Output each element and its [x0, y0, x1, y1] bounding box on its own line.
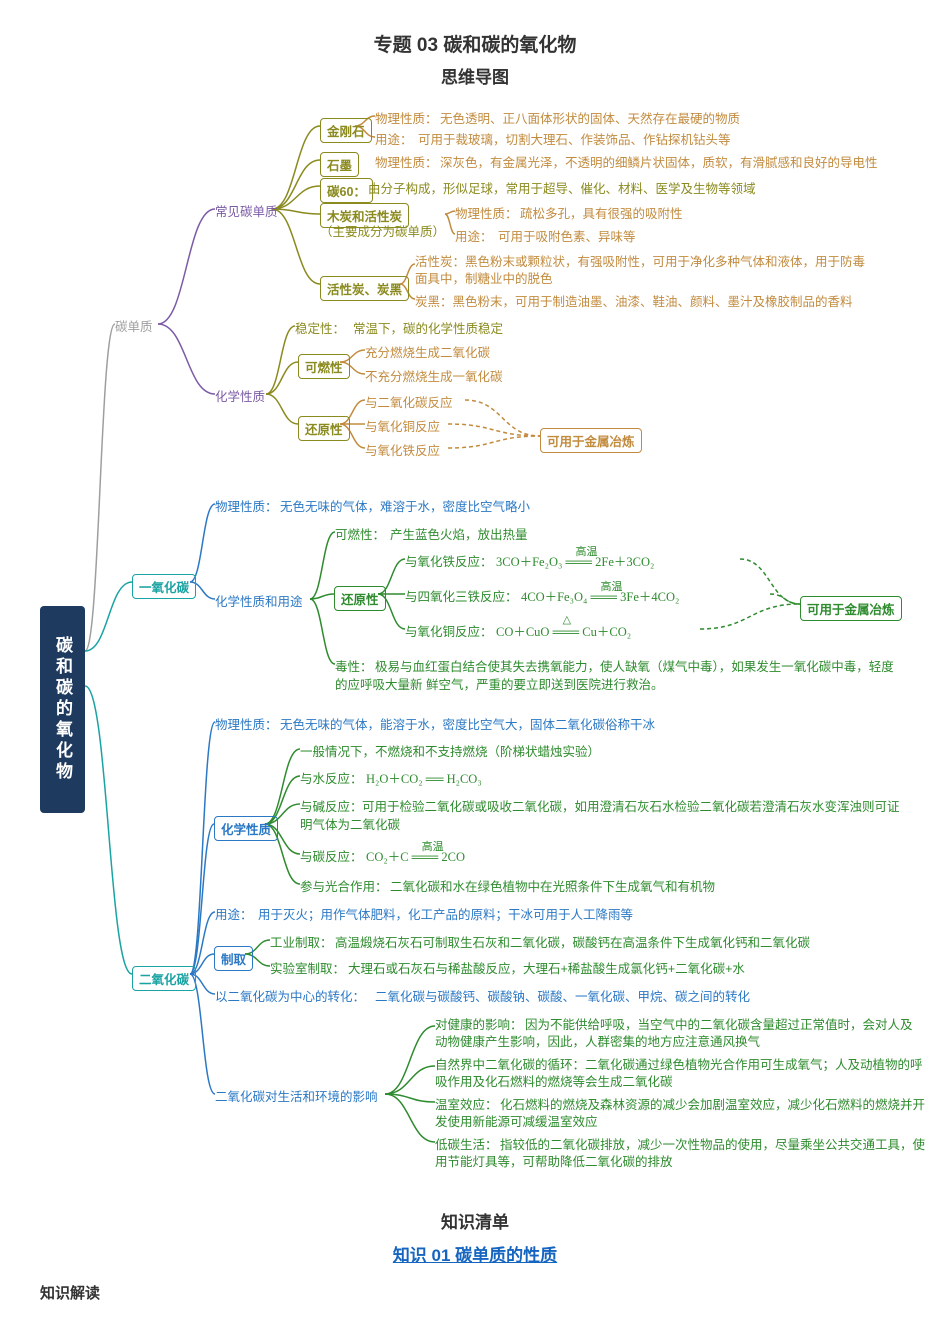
- node-eyt_h5: 参与光合作用：: [300, 876, 388, 895]
- node-hyx3: 与氧化铁反应: [365, 440, 440, 459]
- node-hxt_t3: 炭黑：黑色粉末，可用于制造油墨、油漆、鞋油、颜料、墨汁及橡胶制品的香料: [415, 291, 853, 310]
- node-yht_wl: 物理性质：: [215, 496, 278, 515]
- node-yht: 一氧化碳: [132, 574, 196, 599]
- node-c60: 碳60：: [320, 178, 373, 203]
- node-hyx2: 与氧化铜反应: [365, 416, 440, 435]
- node-eyt_zq: 制取: [214, 946, 253, 971]
- node-hxxz_c: 化学性质: [215, 386, 265, 405]
- node-hj4t2: 用节能灯具等，可帮助降低二氧化碳的排放: [435, 1151, 673, 1170]
- node-hj2t2: 吸作用及化石燃料的燃烧等会生成二氧化碳: [435, 1071, 673, 1090]
- node-jsyl_c: 可用于金属冶炼: [540, 428, 642, 453]
- node-jgs: 金刚石: [320, 118, 372, 143]
- node-eyt_hj: 二氧化碳对生活和环境的影响: [215, 1086, 378, 1105]
- page-subtitle: 思维导图: [40, 63, 910, 88]
- node-krx1: 充分燃烧生成二氧化碳: [365, 342, 490, 361]
- node-mt_u: 用途：: [455, 226, 493, 245]
- node-eyt_yt: 用途：: [215, 904, 253, 923]
- node-hj3t2: 发使用新能源可减缓温室效应: [435, 1111, 598, 1130]
- mindmap-container: 碳和碳的氧化物 碳单质常见碳单质金刚石物理性质：无色透明、正八面体形状的固体、天…: [40, 96, 910, 1196]
- node-wdx_t: 常温下，碳的化学性质稳定: [353, 318, 503, 337]
- node-cjtdz: 常见碳单质: [215, 201, 278, 220]
- node-jgs_ut: 可用于裁玻璃，切割大理石、作装饰品、作钻探机钻头等: [418, 129, 731, 148]
- footer-heading-3: 知识解读: [40, 1282, 910, 1303]
- node-eyt_z1t: 高温煅烧石灰石可制取生石灰和二氧化碳，碳酸钙在高温条件下生成氧化钙和二氧化碳: [335, 932, 810, 951]
- node-eyt_z2: 实验室制取：: [270, 958, 345, 977]
- node-yht_krt: 产生蓝色火焰，放出热量: [390, 524, 528, 543]
- node-eyt_h3t2: 明气体为二氧化碳: [300, 814, 400, 833]
- node-hj1t2: 动物健康产生影响，因此，人群密集的地方应注意通风换气: [435, 1031, 760, 1050]
- node-eyt_h3: 与碱反应：: [300, 796, 363, 815]
- node-mt_pt: 疏松多孔，具有很强的吸附性: [520, 203, 683, 222]
- node-wdx: 稳定性：: [295, 318, 345, 337]
- node-eyt_h3t: 可用于检验二氧化碳或吸收二氧化碳，如用澄清石灰石水检验二氧化碳若澄清石灰水变浑浊…: [362, 796, 900, 815]
- node-eyt_h1: 一般情况下，不燃烧和不支持燃烧（阶梯状蜡烛实验）: [300, 741, 600, 760]
- node-eyt_h5t: 二氧化碳和水在绿色植物中在光照条件下生成氧气和有机物: [390, 876, 715, 895]
- node-jsyl2: 可用于金属冶炼: [800, 596, 902, 621]
- node-yht_r3: 与氧化铜反应： CO＋CuO △═══ Cu＋CO₂: [405, 621, 631, 640]
- node-c60_t: 由分子构成，形似足球，常用于超导、催化、材料、医学及生物等领域: [368, 178, 756, 197]
- node-jgs_u: 用途：: [375, 129, 413, 148]
- node-yht_hx: 化学性质和用途: [215, 591, 303, 610]
- node-eyt_z1: 工业制取：: [270, 932, 333, 951]
- node-eyt_h2: 与水反应： H₂O＋CO₂ ══ H₂CO₃: [300, 768, 482, 787]
- node-eyt_wl: 物理性质：: [215, 714, 278, 733]
- node-yht_dx: 毒性：: [335, 656, 373, 675]
- node-eyt_zht: 二氧化碳与碳酸钙、碳酸钠、碳酸、一氧化碳、甲烷、碳之间的转化: [375, 986, 750, 1005]
- node-yht_dx1: 极易与血红蛋白结合使其失去携氧能力，使人缺氧（煤气中毒），如果发生一氧化碳中毒，…: [375, 656, 894, 675]
- node-yht_r2: 与四氧化三铁反应： 4CO＋Fe₃O₄ 高温═══ 3Fe＋4CO₂: [405, 586, 679, 605]
- node-eyt_z2t: 大理石或石灰石与稀盐酸反应，大理石+稀盐酸生成氯化钙+二氧化碳+水: [348, 958, 745, 977]
- node-hyx1: 与二氧化碳反应: [365, 392, 453, 411]
- node-jgs_pt: 无色透明、正八面体形状的固体、天然存在最硬的物质: [440, 108, 740, 127]
- node-sm: 石墨: [320, 152, 359, 177]
- node-cdz: 碳单质: [115, 316, 153, 335]
- node-eyt: 二氧化碳: [132, 966, 196, 991]
- node-sm_pt: 深灰色，有金属光泽，不透明的细鳞片状固体，质软，有滑腻感和良好的导电性: [440, 152, 878, 171]
- node-jgs_p: 物理性质：: [375, 108, 438, 127]
- node-eyt_hx: 化学性质: [214, 816, 278, 841]
- node-hyx_c: 还原性: [298, 416, 350, 441]
- node-yht_wlt: 无色无味的气体，难溶于水，密度比空气略小: [280, 496, 530, 515]
- node-mt_ut: 可用于吸附色素、异味等: [498, 226, 636, 245]
- node-hxt_t2: 面具中，制糖业中的脱色: [415, 268, 553, 287]
- node-yht_r1: 与氧化铁反应： 3CO＋Fe₂O₃ 高温═══ 2Fe＋3CO₂: [405, 551, 654, 570]
- node-krx: 可燃性: [298, 354, 350, 379]
- node-mthxt2: （主要成分为碳单质）: [320, 221, 445, 240]
- node-eyt_h4: 与碳反应： CO₂＋C 高温═══ 2CO: [300, 846, 465, 865]
- node-mt_p: 物理性质：: [455, 203, 518, 222]
- node-eyt_ytt: 用于灭火；用作气体肥料，化工产品的原料；干冰可用于人工降雨等: [258, 904, 633, 923]
- node-yht_dx2: 的应呼吸大量新 鲜空气，严重的要立即送到医院进行救治。: [335, 674, 663, 693]
- node-yht_kr: 可燃性：: [335, 524, 385, 543]
- root-node: 碳和碳的氧化物: [40, 606, 85, 813]
- node-yht_hy: 还原性: [334, 586, 386, 611]
- node-sm_p: 物理性质：: [375, 152, 438, 171]
- footer-heading-1: 知识清单: [40, 1208, 910, 1233]
- node-krx2: 不充分燃烧生成一氧化碳: [365, 366, 503, 385]
- page-title: 专题 03 碳和碳的氧化物: [40, 30, 910, 57]
- node-eyt_wlt: 无色无味的气体，能溶于水，密度比空气大，固体二氧化碳俗称干冰: [280, 714, 655, 733]
- node-hxttm: 活性炭、炭黑: [320, 276, 409, 301]
- footer-link-knowledge-01[interactable]: 知识 01 碳单质的性质: [40, 1241, 910, 1266]
- node-eyt_zh: 以二氧化碳为中心的转化：: [215, 986, 365, 1005]
